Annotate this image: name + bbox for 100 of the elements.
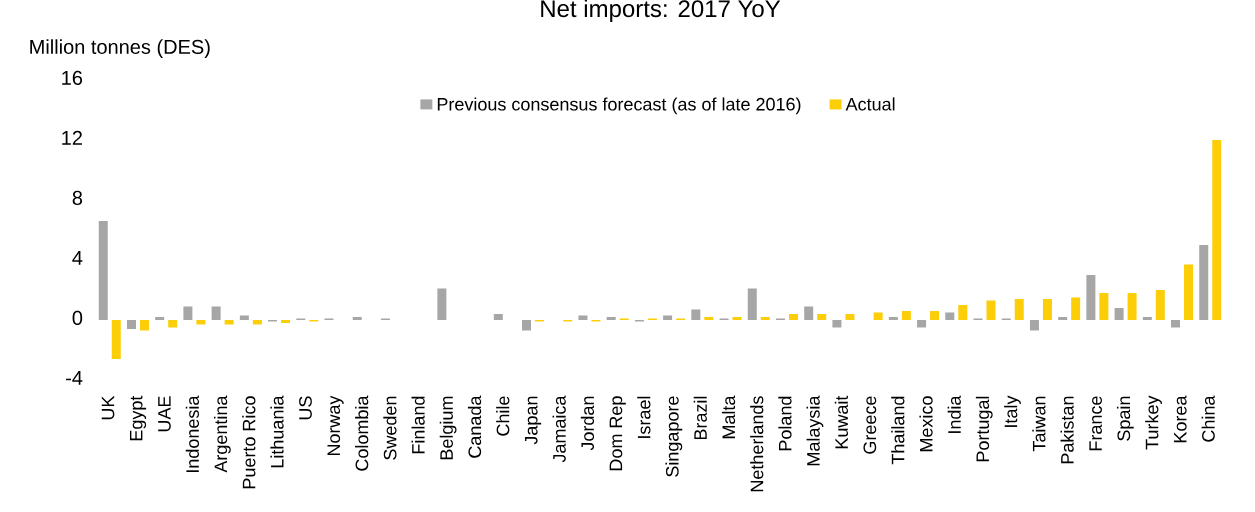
x-tick-label: Japan bbox=[525, 396, 542, 445]
bar bbox=[1127, 292, 1137, 320]
x-tick-label: Korea bbox=[1174, 395, 1187, 443]
bar bbox=[1058, 316, 1068, 320]
bar bbox=[663, 315, 673, 320]
x-tick-label: UAE bbox=[158, 396, 171, 432]
bar bbox=[888, 316, 898, 320]
bar bbox=[522, 319, 532, 331]
x-tick-label: Puerto Rico bbox=[242, 396, 256, 489]
bar bbox=[281, 319, 291, 323]
bar bbox=[1155, 289, 1165, 320]
x-tick-label: Spain bbox=[1116, 396, 1134, 441]
x-tick-label: Greece bbox=[863, 396, 877, 454]
x-tick-label: Malaysia bbox=[806, 395, 824, 466]
legend-label: Previous consensus forecast (as of late 2016) bbox=[437, 97, 801, 115]
bar bbox=[704, 316, 714, 320]
x-tick-label: Taiwan bbox=[1032, 396, 1046, 452]
bar bbox=[168, 319, 178, 328]
x-tick-label: Colombia bbox=[355, 395, 369, 471]
bar bbox=[817, 313, 827, 320]
x-tick-label: Mexico bbox=[919, 396, 933, 452]
bar bbox=[1099, 292, 1109, 320]
x-tick-label: Sweden bbox=[383, 396, 397, 460]
x-tick-label: Netherlands bbox=[750, 396, 764, 492]
y-tick-label: -4 bbox=[66, 371, 83, 385]
x-tick-label: Pakistan bbox=[1060, 396, 1074, 464]
y-tick-label: 4 bbox=[72, 251, 83, 265]
bar bbox=[747, 288, 757, 320]
x-tick-label: China bbox=[1201, 395, 1215, 442]
bar bbox=[832, 319, 842, 328]
y-tick-label: 12 bbox=[62, 130, 82, 145]
bar bbox=[986, 300, 996, 320]
bar bbox=[437, 288, 447, 320]
x-tick-label: Lithuania bbox=[270, 395, 284, 468]
bar bbox=[1171, 319, 1181, 328]
x-tick-label: Chile bbox=[496, 396, 510, 436]
bar bbox=[183, 306, 193, 320]
bar bbox=[211, 306, 221, 320]
x-tick-label: Turkey bbox=[1145, 395, 1162, 450]
bar bbox=[873, 312, 883, 320]
bar bbox=[760, 316, 770, 320]
bar bbox=[352, 316, 362, 320]
x-tick-label: Belgium bbox=[439, 396, 457, 460]
x-tick-label: Brazil bbox=[693, 396, 707, 440]
x-tick-label: Finland bbox=[411, 396, 425, 454]
bar bbox=[1199, 244, 1209, 320]
y-axis-title: Million tonnes (DES) bbox=[30, 39, 210, 58]
bar bbox=[788, 313, 798, 320]
bar bbox=[1042, 298, 1052, 320]
bar bbox=[691, 309, 701, 320]
x-tick-label: Dom Rep bbox=[609, 396, 626, 471]
bar bbox=[98, 220, 108, 320]
bar bbox=[126, 319, 136, 329]
bar bbox=[901, 310, 911, 320]
bar bbox=[139, 319, 149, 331]
bar bbox=[1086, 274, 1096, 320]
bar bbox=[1212, 139, 1222, 320]
x-tick-label: UK bbox=[101, 395, 115, 420]
bar bbox=[578, 315, 588, 320]
x-tick-label: Egypt bbox=[129, 395, 147, 441]
y-tick-label: 16 bbox=[62, 70, 83, 85]
x-tick-label: Kuwait bbox=[834, 395, 848, 449]
x-tick-label: Indonesia bbox=[185, 395, 199, 472]
x-tick-label: Thailand bbox=[891, 396, 905, 465]
x-tick-label: Jamaica bbox=[552, 395, 566, 463]
bar bbox=[732, 316, 742, 320]
x-tick-label: Canada bbox=[467, 395, 482, 458]
x-tick-label: Israel bbox=[637, 396, 651, 438]
bar bbox=[958, 304, 968, 320]
y-tick-label: 0 bbox=[72, 310, 83, 325]
bar bbox=[1142, 316, 1152, 320]
x-tick-label: Norway bbox=[327, 395, 344, 456]
bar bbox=[111, 319, 121, 359]
bar bbox=[155, 316, 165, 320]
bar bbox=[1114, 307, 1124, 320]
x-tick-label: Malta bbox=[721, 395, 736, 439]
bar bbox=[1071, 297, 1081, 320]
bar bbox=[1184, 264, 1194, 320]
x-tick-label: US bbox=[299, 396, 312, 420]
y-tick-label: 8 bbox=[72, 190, 83, 205]
x-tick-label: Argentina bbox=[213, 395, 231, 473]
chart-title: Net imports: 2017 YoY bbox=[541, 0, 781, 22]
bar bbox=[606, 316, 616, 320]
x-tick-label: Jordan bbox=[580, 396, 595, 451]
bar bbox=[493, 313, 503, 320]
bar bbox=[239, 315, 249, 320]
x-tick-label: France bbox=[1089, 396, 1102, 451]
bar bbox=[224, 319, 234, 325]
bar bbox=[845, 313, 855, 320]
x-tick-label: Singapore bbox=[665, 396, 683, 477]
bar bbox=[917, 319, 927, 328]
bar bbox=[1029, 319, 1039, 331]
x-tick-label: Poland bbox=[778, 396, 792, 451]
legend-label: Actual bbox=[845, 97, 895, 111]
bar bbox=[945, 312, 955, 320]
x-tick-label: Portugal bbox=[975, 396, 993, 462]
bar bbox=[1014, 298, 1024, 320]
bar bbox=[804, 306, 814, 320]
x-tick-label: India bbox=[947, 395, 961, 433]
x-tick-label: Italy bbox=[1004, 395, 1021, 427]
